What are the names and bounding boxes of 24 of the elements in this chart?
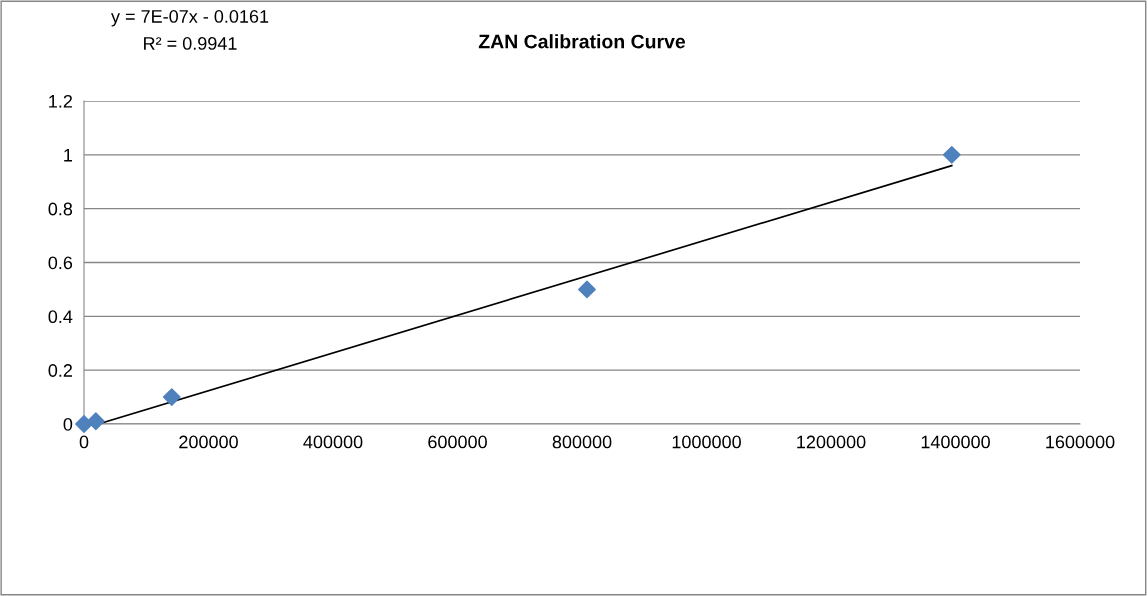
y-tick-label: 0.4: [48, 310, 73, 324]
x-tick-label: 400000: [303, 435, 363, 449]
x-tick-label: 1600000: [1046, 435, 1115, 449]
y-tick-label: 0.8: [48, 202, 73, 216]
x-tick-label: 1200000: [797, 435, 866, 449]
text: R² = 0.9941: [144, 37, 237, 50]
x-tick-label: 0: [79, 435, 89, 449]
point: [942, 145, 961, 164]
point: [578, 280, 596, 299]
point: [75, 415, 93, 433]
y-tick-label: 0.2: [48, 364, 72, 377]
text: y = 7E-07x - 0.0161: [111, 10, 269, 27]
chart-title: ZAN Calibration Curve: [478, 34, 686, 49]
x-tick-label: 1400000: [921, 435, 990, 449]
x-tick-label: 800000: [552, 435, 612, 449]
y-tick-label: 1: [64, 148, 73, 162]
y-tick-label: 0.6: [48, 256, 73, 270]
x-tick-label: 600000: [428, 435, 487, 449]
x-tick-label: 1000000: [672, 435, 741, 449]
x-tick-label: 200000: [179, 435, 238, 449]
y-tick-label: 0: [63, 417, 73, 431]
y-tick-label: 1.2: [49, 94, 72, 108]
point: [162, 388, 181, 406]
point: [86, 412, 105, 431]
